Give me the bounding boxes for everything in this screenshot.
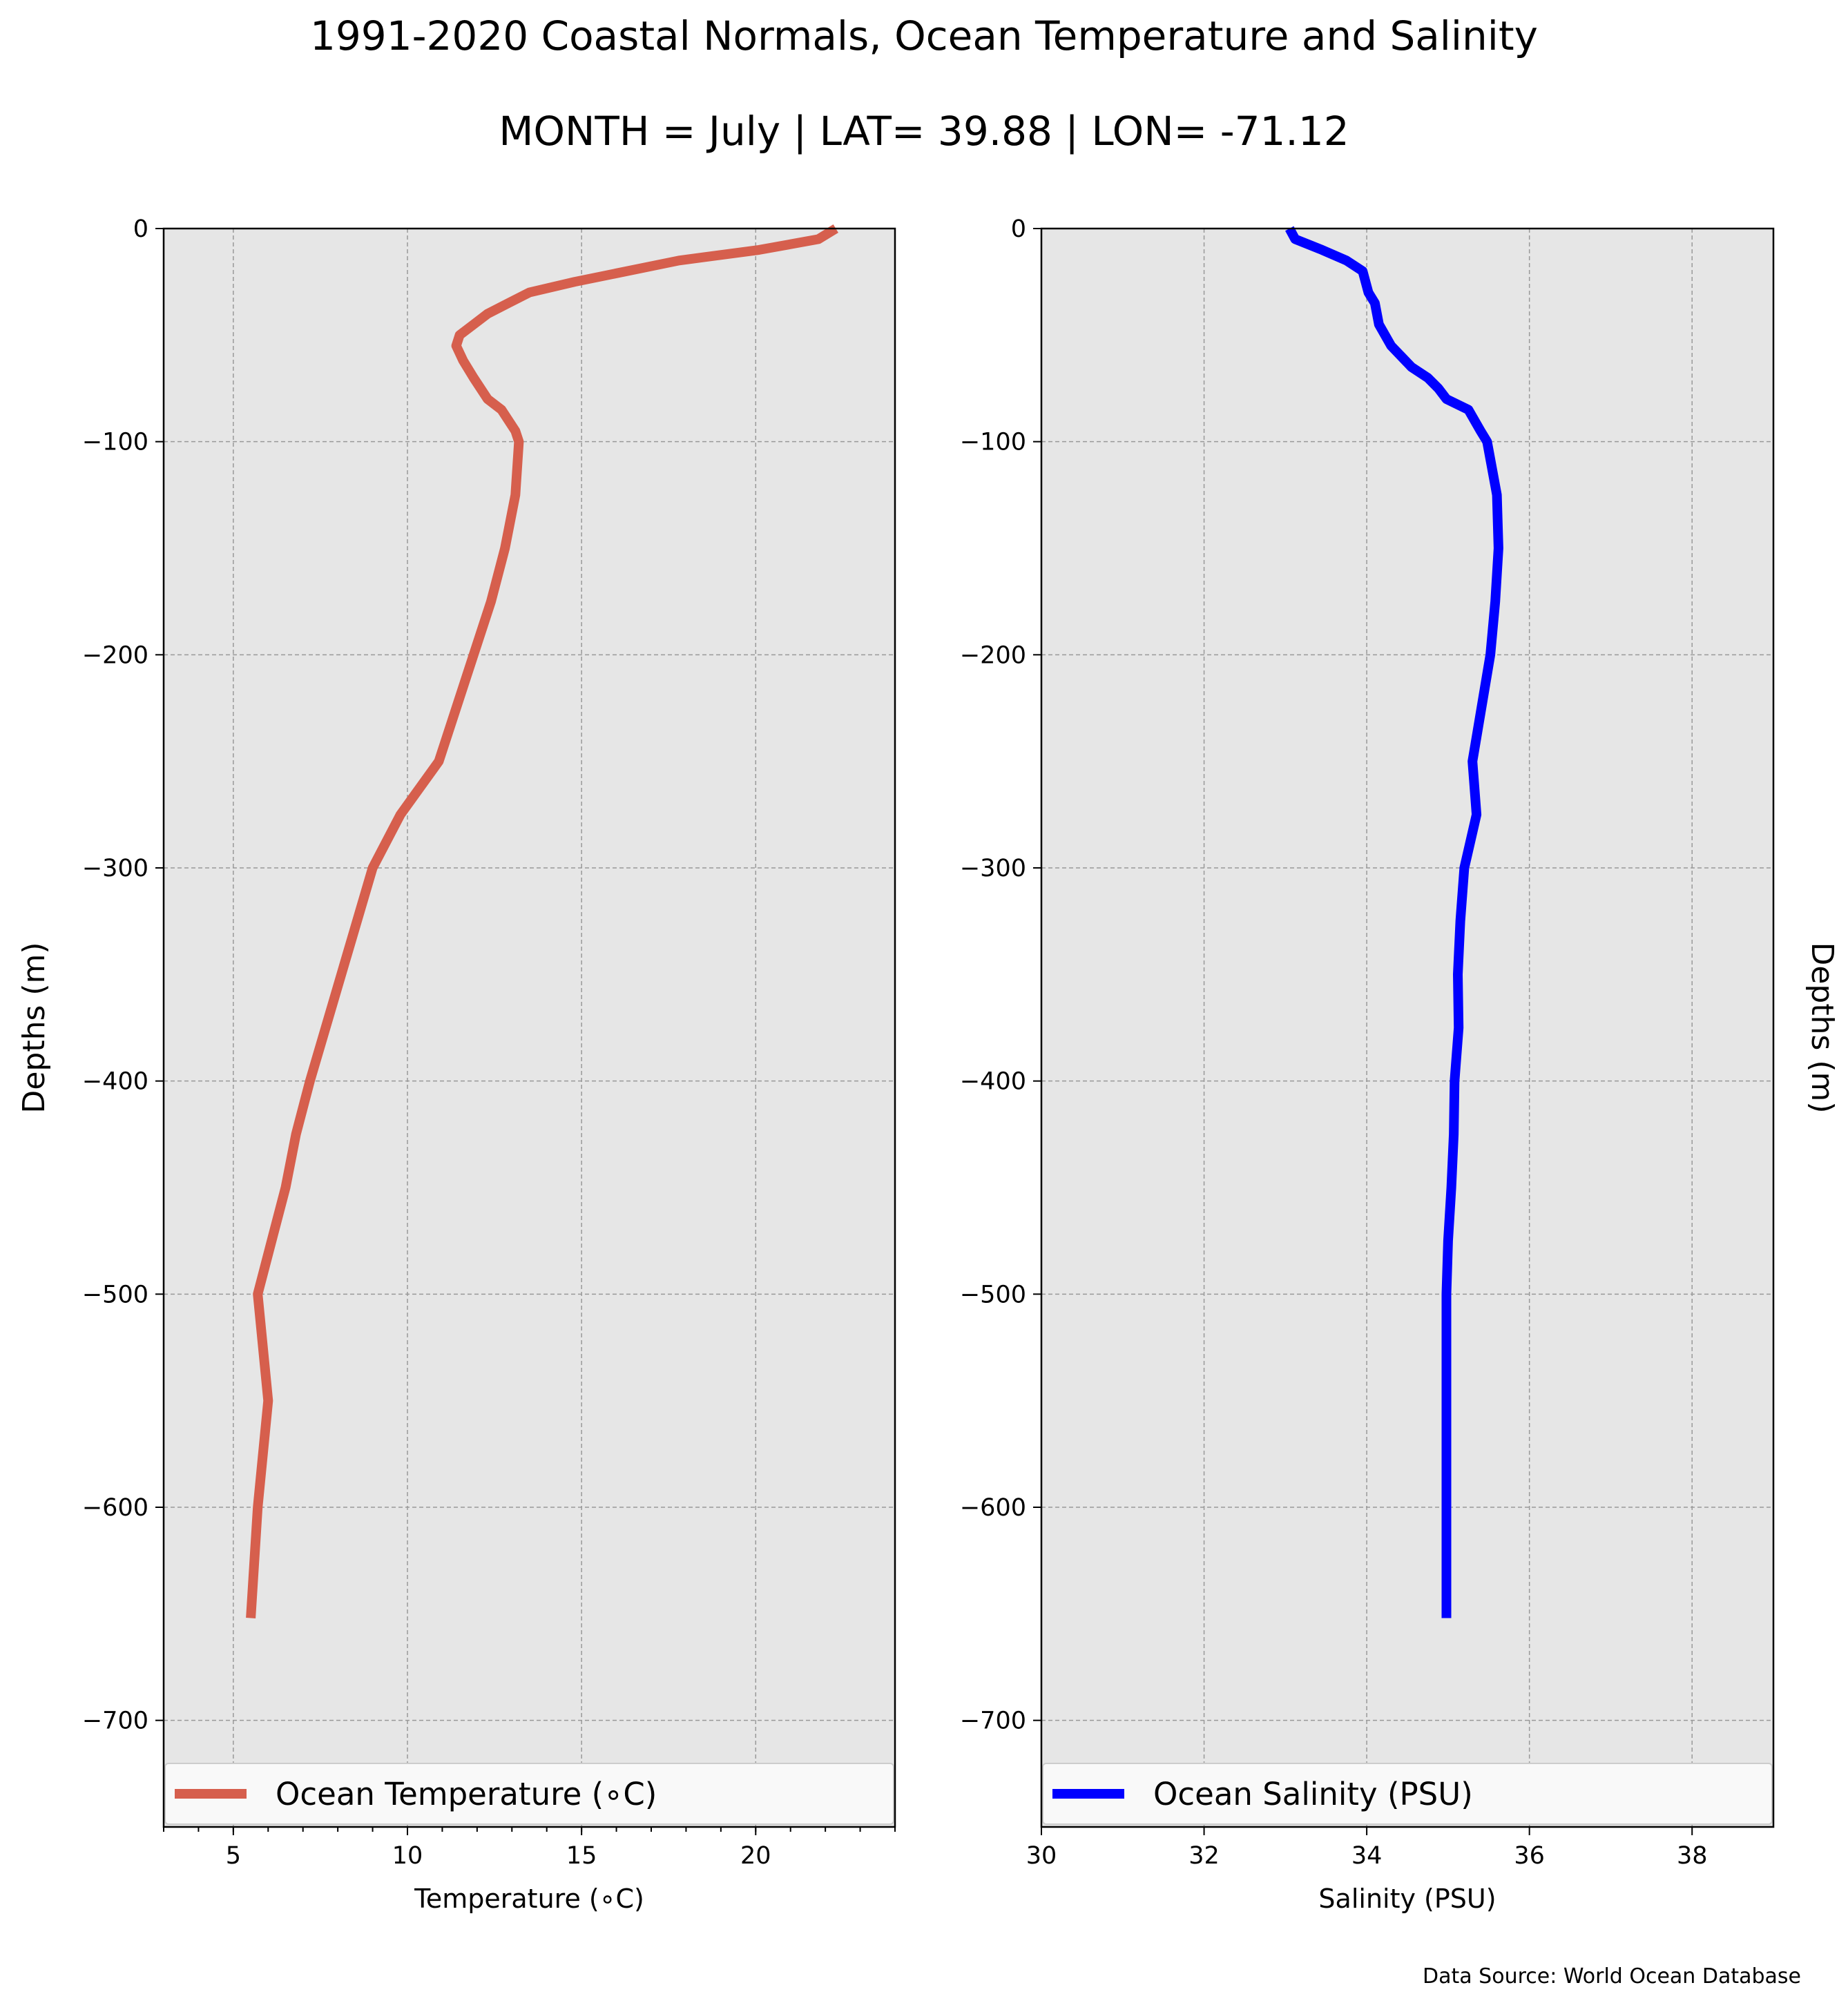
legend-box — [164, 1763, 894, 1825]
x-tick-label: 36 — [1514, 1842, 1545, 1870]
y-axis-label-right: Depths (m) — [1804, 942, 1840, 1113]
y-tick-label: −100 — [82, 429, 148, 456]
salinity-gridlines — [1041, 229, 1773, 1827]
salinity-legend: Ocean Salinity (PSU) — [1042, 1763, 1773, 1825]
x-tick-label: 34 — [1351, 1842, 1383, 1870]
x-tick-label: 20 — [740, 1842, 771, 1870]
temperature-axes-frame — [162, 227, 896, 1828]
y-tick-label: −700 — [960, 1707, 1026, 1735]
salinity-x-axis-label: Salinity (PSU) — [1318, 1884, 1496, 1914]
chart-subtitle: MONTH = July | LAT= 39.88 | LON= -71.12 — [499, 108, 1349, 155]
temperature-gridlines — [164, 229, 895, 1827]
x-tick-label: 15 — [566, 1842, 597, 1870]
temperature-series-line — [246, 224, 838, 1618]
y-tick-label: −700 — [82, 1707, 148, 1735]
temperature-legend: Ocean Temperature (∘C) — [164, 1763, 894, 1825]
y-tick-label: −600 — [82, 1494, 148, 1522]
y-tick-label: −500 — [82, 1281, 148, 1308]
temperature-panel: Ocean Temperature (∘C) 5 10 15 20 0 −100 −200… — [17, 215, 896, 1914]
temperature-x-axis-label: Temperature (∘C) — [414, 1884, 644, 1914]
y-tick-label: −600 — [960, 1494, 1026, 1522]
chart-title: 1991-2020 Coastal Normals, Ocean Tempera… — [310, 12, 1538, 59]
y-tick-label: −100 — [960, 429, 1026, 456]
y-tick-label: −400 — [82, 1068, 148, 1096]
legend-box — [1042, 1763, 1773, 1825]
y-axis-label-left: Depths (m) — [17, 942, 52, 1113]
salinity-panel: Ocean Salinity (PSU) 30 32 34 36 38 0 −100 −20… — [960, 215, 1840, 1914]
legend-entry-temperature: Ocean Temperature (∘C) — [276, 1776, 657, 1812]
y-tick-label: −400 — [960, 1068, 1026, 1096]
x-tick-label: 30 — [1026, 1842, 1057, 1870]
temperature-plot-area — [164, 229, 895, 1827]
temperature-x-axis: 5 10 15 20 — [163, 1827, 896, 1870]
salinity-x-axis: 30 32 34 36 38 — [1026, 1827, 1708, 1870]
y-tick-label: −200 — [960, 641, 1026, 669]
data-source-note: Data Source: World Ocean Database — [1423, 1964, 1801, 1989]
y-tick-label: −500 — [960, 1281, 1026, 1308]
y-tick-label: −200 — [82, 641, 148, 669]
x-tick-label: 32 — [1188, 1842, 1220, 1870]
salinity-axes-frame — [1040, 227, 1775, 1828]
y-tick-label: 0 — [133, 215, 148, 243]
x-tick-label: 5 — [226, 1842, 241, 1870]
salinity-y-axis: 0 −100 −200 −300 −400 −500 −600 −700 — [960, 215, 1041, 1735]
legend-entry-salinity: Ocean Salinity (PSU) — [1153, 1776, 1473, 1812]
y-tick-label: 0 — [1011, 215, 1026, 243]
y-tick-label: −300 — [960, 855, 1026, 882]
temperature-y-axis: 0 −100 −200 −300 −400 −500 −600 −700 — [82, 215, 164, 1735]
x-tick-label: 38 — [1677, 1842, 1708, 1870]
x-tick-label: 10 — [392, 1842, 423, 1870]
salinity-plot-area — [1041, 229, 1773, 1827]
salinity-series-line — [1285, 226, 1503, 1618]
y-tick-label: −300 — [82, 855, 148, 882]
